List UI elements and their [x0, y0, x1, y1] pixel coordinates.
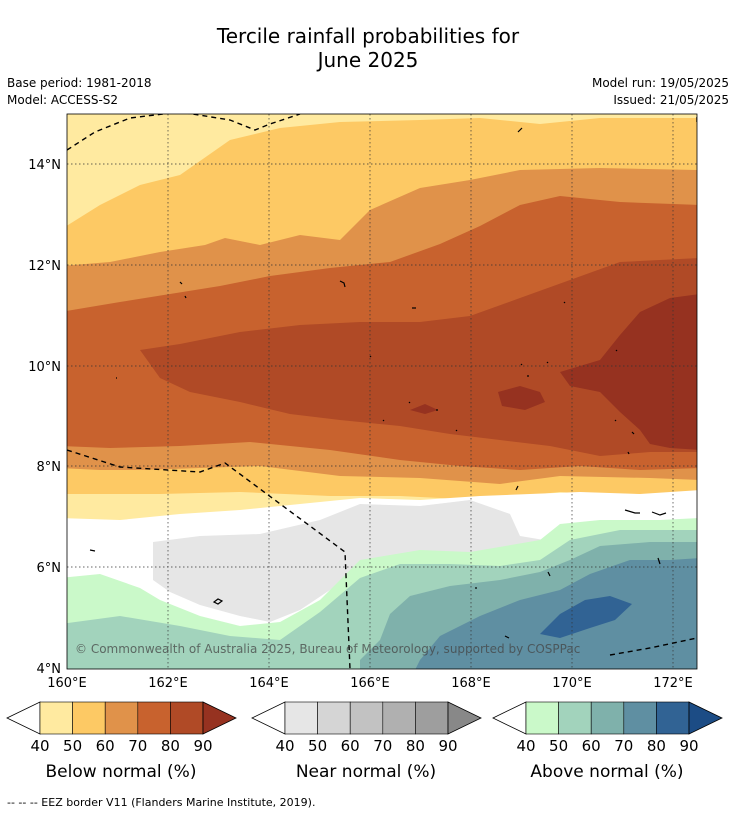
colorbar-tick-label: 80 [647, 737, 666, 755]
colorbar-segment [656, 701, 690, 735]
colorbar-segment [317, 701, 351, 735]
colorbar-tick-label: 40 [275, 737, 294, 755]
colorbar-arrow-high [688, 701, 723, 735]
colorbar-segment [170, 701, 204, 735]
lon-label: 168°E [451, 676, 491, 691]
copyright-notice: © Commonwealth of Australia 2025, Bureau… [75, 642, 580, 656]
lat-label: 4°N [37, 662, 62, 677]
lon-label: 160°E [47, 676, 87, 691]
title-line-2: June 2025 [317, 48, 419, 72]
below-90-band [560, 294, 697, 450]
colorbar-tick-label: 70 [128, 737, 147, 755]
lon-label: 170°E [552, 676, 592, 691]
base-period: Base period: 1981-2018 [7, 76, 152, 90]
model-name: Model: ACCESS-S2 [7, 93, 119, 107]
colorbar-tick-label: 40 [516, 737, 535, 755]
colorbar-label-near: Near normal (%) [295, 762, 437, 782]
lon-label: 172°E [653, 676, 693, 691]
colorbar-arrow-low [251, 701, 286, 735]
colorbar-label-below: Below normal (%) [45, 762, 197, 782]
colorbar-segment [525, 701, 559, 735]
probability-contours [67, 114, 697, 669]
below-90-patch [498, 386, 545, 410]
colorbar-tick-label: 40 [30, 737, 49, 755]
colorbar-segment [590, 701, 625, 735]
colorbar-tick-label: 60 [341, 737, 360, 755]
colorbar-arrow-low [6, 701, 41, 735]
lat-label: 8°N [37, 460, 62, 475]
colorbar-segment [415, 701, 449, 735]
lat-label: 14°N [28, 158, 61, 173]
lat-label: 12°N [28, 259, 61, 274]
colorbar-tick-label: 90 [438, 737, 457, 755]
colorbar-tick-label: 90 [679, 737, 698, 755]
colorbar-segment [349, 701, 384, 735]
longitude-labels: 160°E 162°E 164°E 166°E 168°E 170°E 172°… [47, 676, 693, 691]
colorbar-tick-label: 60 [96, 737, 115, 755]
colorbar-segment [72, 701, 106, 735]
colorbar-label-above: Above normal (%) [530, 762, 684, 782]
colorbar-tick-label: 50 [549, 737, 568, 755]
lon-label: 164°E [249, 676, 289, 691]
lat-label: 10°N [28, 360, 61, 375]
colorbar-segment [382, 701, 416, 735]
eez-border [67, 114, 697, 669]
above-80-band [540, 596, 632, 638]
map-frame [66, 113, 698, 670]
colorbar-tick-label: 80 [406, 737, 425, 755]
colorbar-segment [623, 701, 657, 735]
colorbar-segment [39, 701, 73, 735]
lon-label: 166°E [350, 676, 390, 691]
issued-date: Issued: 21/05/2025 [613, 93, 729, 107]
above-70-band [415, 558, 697, 669]
colorbar-segment [104, 701, 139, 735]
lat-label: 6°N [37, 561, 62, 576]
lon-label: 162°E [148, 676, 188, 691]
colorbar-arrow-low [492, 701, 527, 735]
colorbar-arrow-high [447, 701, 482, 735]
colorbar-segment [137, 701, 171, 735]
colorbar-segment [284, 701, 318, 735]
islands [89, 127, 667, 639]
model-run: Model run: 19/05/2025 [591, 76, 729, 90]
colorbar-tick-label: 70 [614, 737, 633, 755]
near-40-area [153, 500, 556, 622]
latitude-labels: 14°N 12°N 10°N 8°N 6°N 4°N [28, 158, 61, 677]
colorbar-tick-label: 50 [308, 737, 327, 755]
colorbar-tick-label: 50 [63, 737, 82, 755]
colorbar-tick-label: 60 [582, 737, 601, 755]
colorbar-tick-label: 80 [161, 737, 180, 755]
colorbar-tick-label: 70 [373, 737, 392, 755]
eez-footnote: -- -- -- EEZ border V11 (Flanders Marine… [7, 796, 316, 809]
colorbars: 40 50 60 70 80 90 40 50 60 70 80 90 40 50 60 70 80 90 [6, 701, 723, 755]
graticule [67, 114, 697, 669]
title-line-1: Tercile rainfall probabilities for [216, 24, 520, 48]
below-90-spot [410, 404, 438, 414]
colorbar-segment [558, 701, 592, 735]
below-80-band [140, 258, 697, 456]
colorbar-tick-label: 90 [193, 737, 212, 755]
colorbar-arrow-high [202, 701, 237, 735]
